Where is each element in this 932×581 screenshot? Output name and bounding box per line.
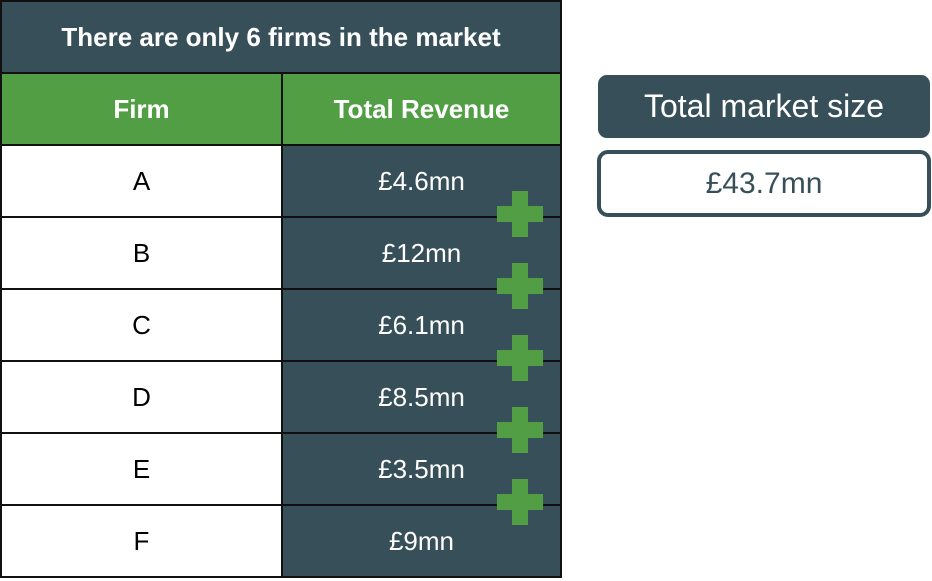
plus-icon xyxy=(497,479,543,525)
firm-cell: D xyxy=(0,360,283,434)
table-title: There are only 6 firms in the market xyxy=(0,0,562,74)
header-firm: Firm xyxy=(0,72,283,146)
firm-cell: E xyxy=(0,432,283,506)
firm-cell: F xyxy=(0,504,283,578)
plus-icon xyxy=(497,335,543,381)
total-market-size-value: £43.7mn xyxy=(597,150,931,217)
plus-icon xyxy=(497,263,543,309)
total-market-size-label: Total market size xyxy=(598,75,930,138)
plus-icon xyxy=(497,191,543,237)
firm-cell: B xyxy=(0,216,283,290)
firm-cell: C xyxy=(0,288,283,362)
plus-icon xyxy=(497,407,543,453)
header-revenue: Total Revenue xyxy=(281,72,562,146)
firm-cell: A xyxy=(0,144,283,218)
